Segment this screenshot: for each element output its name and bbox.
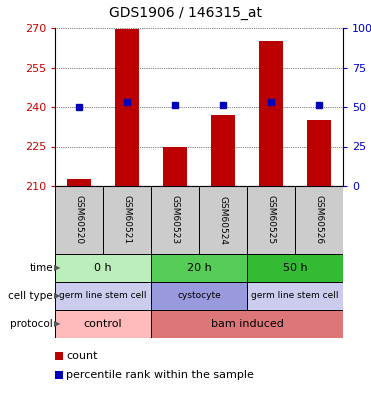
Text: time: time [29,263,53,273]
Text: GSM60526: GSM60526 [315,196,324,245]
Text: GDS1906 / 146315_at: GDS1906 / 146315_at [109,6,262,20]
Bar [67,179,91,186]
Bar [295,186,343,254]
Text: ▶: ▶ [54,264,60,273]
Text: count: count [66,351,98,360]
Text: 0 h: 0 h [94,263,112,273]
Bar [247,186,295,254]
Bar [211,115,235,186]
Bar [163,147,187,186]
Bar [55,282,151,310]
Bar [199,186,247,254]
Bar [247,282,343,310]
Text: ▶: ▶ [54,320,60,328]
Bar [307,120,331,186]
Bar [55,310,151,338]
Text: GSM60521: GSM60521 [122,196,131,245]
Bar [151,186,199,254]
Bar [103,186,151,254]
Bar [151,310,343,338]
Text: GSM60525: GSM60525 [266,196,276,245]
Text: GSM60524: GSM60524 [219,196,227,245]
Bar [151,282,247,310]
Text: germ line stem cell: germ line stem cell [251,292,339,301]
Text: bam induced: bam induced [211,319,283,329]
Text: control: control [84,319,122,329]
Bar [151,254,247,282]
Text: 50 h: 50 h [283,263,307,273]
Text: percentile rank within the sample: percentile rank within the sample [66,370,254,380]
Text: germ line stem cell: germ line stem cell [59,292,147,301]
Text: protocol: protocol [10,319,53,329]
Text: GSM60523: GSM60523 [171,196,180,245]
Bar [55,254,151,282]
Bar [55,186,103,254]
Text: cell type: cell type [9,291,53,301]
Text: GSM60520: GSM60520 [75,196,83,245]
Text: ▶: ▶ [54,292,60,301]
Bar [259,41,283,186]
Bar [247,254,343,282]
Text: 20 h: 20 h [187,263,211,273]
Bar [115,29,139,186]
Text: cystocyte: cystocyte [177,292,221,301]
